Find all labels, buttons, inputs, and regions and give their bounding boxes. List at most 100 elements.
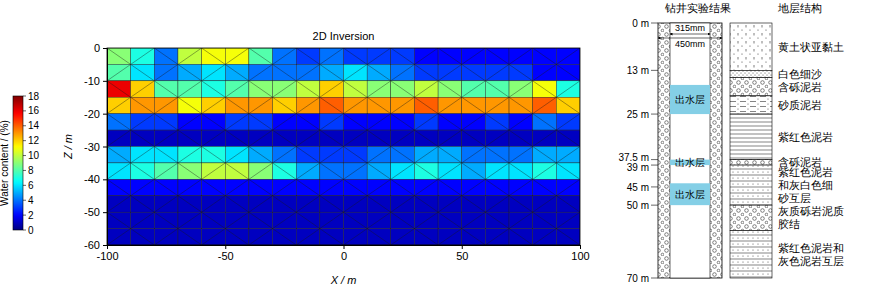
cell: [414, 64, 438, 80]
mesh-line: [414, 114, 438, 130]
plot-frame: [107, 48, 580, 245]
mesh-line: [414, 97, 438, 113]
cell: [202, 229, 226, 245]
header-left: 钻井实验结果: [664, 2, 731, 14]
mesh-line: [154, 97, 178, 113]
mesh-line: [462, 114, 486, 130]
cell: [296, 114, 320, 130]
cell: [249, 64, 273, 80]
cell: [178, 130, 202, 146]
cell: [107, 212, 131, 228]
cell: [154, 81, 178, 97]
y-tick-mark: [103, 179, 107, 180]
cell: [485, 114, 509, 130]
mesh-line: [344, 114, 368, 130]
depth-tick-label: 45 m: [627, 182, 649, 193]
cell: [178, 196, 202, 212]
y-tick-mark: [103, 147, 107, 148]
cell: [462, 81, 486, 97]
mesh-line: [556, 64, 580, 80]
mesh-line: [202, 179, 226, 195]
cell: [225, 179, 249, 195]
cell: [320, 163, 344, 179]
cell: [391, 163, 415, 179]
mesh-line: [485, 81, 509, 97]
mesh-line: [178, 97, 202, 113]
mesh-line: [225, 81, 249, 97]
stratum: [730, 160, 772, 165]
cell: [154, 212, 178, 228]
mesh-line: [509, 212, 533, 228]
cell: [131, 64, 155, 80]
water-layer: [670, 85, 710, 114]
mesh-line: [296, 48, 320, 64]
mesh-line: [154, 147, 178, 163]
x-tick-label: -100: [96, 250, 118, 262]
y-axis-title: Z / m: [62, 134, 74, 160]
mesh-line: [391, 97, 415, 113]
mesh-line: [320, 196, 344, 212]
mesh-line: [178, 114, 202, 130]
mesh-line: [154, 130, 178, 146]
depth-tick-label: 39 m: [627, 162, 649, 173]
mesh-line: [249, 130, 273, 146]
cell: [556, 179, 580, 195]
mesh-line: [438, 64, 462, 80]
mesh-line: [249, 114, 273, 130]
cell: [438, 196, 462, 212]
mesh-line: [154, 212, 178, 228]
cell: [344, 196, 368, 212]
mesh-line: [556, 179, 580, 195]
cell: [296, 64, 320, 80]
cell: [154, 130, 178, 146]
cell: [107, 163, 131, 179]
mesh-line: [107, 130, 131, 146]
diameter-arrow: [670, 34, 710, 35]
mesh-line: [367, 229, 391, 245]
cell: [202, 147, 226, 163]
mesh-line: [154, 81, 178, 97]
y-tick: 0: [94, 42, 107, 54]
mesh-line: [249, 196, 273, 212]
mesh-line: [296, 196, 320, 212]
cell: [178, 48, 202, 64]
cell: [533, 114, 557, 130]
mesh-line: [533, 64, 557, 80]
mesh-line: [320, 64, 344, 80]
mesh-line: [320, 97, 344, 113]
mesh-line: [273, 97, 297, 113]
cell: [391, 179, 415, 195]
cell: [320, 229, 344, 245]
mesh-line: [533, 130, 557, 146]
cell: [367, 97, 391, 113]
mesh-line: [344, 147, 368, 163]
mesh-line: [367, 97, 391, 113]
y-tick: -40: [84, 173, 107, 185]
cell: [438, 64, 462, 80]
mesh-line: [367, 114, 391, 130]
cell: [273, 114, 297, 130]
cell: [107, 97, 131, 113]
cell: [296, 212, 320, 228]
cell: [202, 97, 226, 113]
mesh-line: [391, 179, 415, 195]
cell: [391, 147, 415, 163]
well-wall: [658, 23, 722, 278]
mesh-line: [462, 130, 486, 146]
cell: [273, 97, 297, 113]
depth-tick: [651, 159, 658, 160]
colorbar-tick-label: 18: [28, 91, 40, 102]
mesh-line: [533, 163, 557, 179]
x-axis-title: X / m: [330, 274, 357, 286]
mesh-line: [154, 48, 178, 64]
cell: [178, 64, 202, 80]
mesh-line: [509, 147, 533, 163]
cell: [438, 81, 462, 97]
cell: [509, 147, 533, 163]
mesh-line: [131, 147, 155, 163]
depth-tick: [651, 70, 658, 71]
mesh-line: [131, 48, 155, 64]
mesh-line: [107, 212, 131, 228]
cell: [414, 97, 438, 113]
cell: [391, 196, 415, 212]
